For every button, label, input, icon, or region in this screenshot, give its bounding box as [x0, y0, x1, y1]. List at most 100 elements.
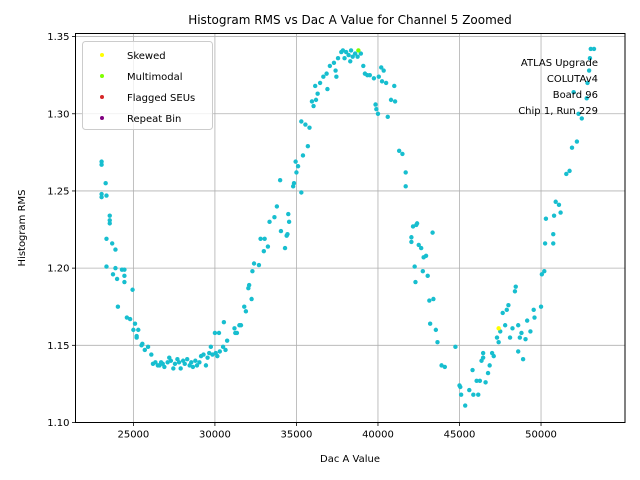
y-tick-label: 1.25 [47, 186, 69, 197]
data-point-normal [396, 148, 402, 154]
data-point-normal [113, 265, 118, 271]
data-point-normal [312, 83, 318, 89]
data-point-normal [367, 72, 373, 78]
data-point-normal [104, 236, 109, 242]
data-point-normal [442, 364, 448, 370]
data-point-normal [412, 264, 417, 269]
data-point-normal [285, 231, 290, 237]
data-point-normal [205, 355, 210, 360]
legend-label-skewed: Skewed [127, 51, 166, 62]
data-point-normal [513, 284, 518, 289]
x-tick-label: 35000 [281, 430, 313, 441]
data-point-normal [303, 122, 308, 127]
data-point-normal [543, 216, 549, 221]
annotation-block: ATLAS Upgrade COLUTAv4 Board 96 Chip 1, … [518, 58, 598, 117]
data-point-skewed [496, 326, 501, 331]
x-tick-label: 25000 [117, 430, 149, 441]
data-point-normal [403, 170, 408, 175]
data-point-normal [251, 261, 257, 266]
data-point-normal [99, 191, 104, 197]
y-tick-label: 1.20 [47, 264, 69, 275]
data-point-normal [381, 68, 386, 73]
data-point-normal [140, 341, 145, 346]
data-point-normal [591, 46, 597, 52]
data-point-normal [176, 360, 182, 365]
legend-marker-skewed [100, 53, 104, 57]
data-point-normal [579, 116, 584, 121]
x-tick-label: 40000 [362, 430, 394, 441]
data-point-normal [542, 269, 547, 274]
data-point-normal [569, 145, 575, 150]
data-point-normal [388, 97, 394, 103]
data-point-normal [453, 344, 458, 350]
data-point-normal [416, 242, 421, 248]
data-point-normal [197, 360, 202, 365]
data-point-normal [293, 159, 298, 164]
data-point-normal [274, 204, 280, 209]
data-point-normal [350, 54, 355, 59]
data-point-normal [265, 244, 271, 249]
data-point-normal [234, 330, 240, 336]
data-point-normal [122, 273, 127, 279]
data-point-normal [331, 60, 337, 66]
data-point-normal [392, 99, 398, 104]
data-point-normal [361, 63, 366, 69]
data-point-normal [504, 307, 509, 313]
data-point-normal [242, 304, 247, 309]
y-axis-ticks: 1.10 1.15 1.20 1.25 1.30 1.35 [47, 32, 76, 429]
data-point-normal [418, 245, 424, 251]
data-point-normal [104, 193, 109, 198]
grid [75, 33, 625, 423]
x-tick-label: 30000 [199, 430, 231, 441]
data-point-normal [355, 54, 360, 59]
data-point-normal [485, 370, 491, 376]
data-point-normal [494, 335, 500, 340]
data-point-normal [103, 181, 108, 186]
data-point-normal [502, 323, 508, 328]
data-point-normal [528, 329, 533, 334]
data-point-normal [358, 51, 364, 56]
data-point-normal [132, 321, 138, 326]
data-point-normal [258, 236, 263, 242]
data-point-normal [243, 309, 249, 314]
data-point-normal [352, 51, 358, 56]
data-point-normal [171, 366, 176, 371]
data-point-normal [463, 403, 468, 408]
data-point-normal [223, 347, 228, 353]
data-point-normal [278, 228, 284, 234]
legend-label-flagged-seus: Flagged SEUs [127, 93, 195, 104]
data-point-normal [131, 327, 136, 333]
data-point-normal [216, 330, 222, 336]
data-point-normal [564, 171, 569, 177]
data-point-normal [470, 367, 475, 373]
annotation-line-2: COLUTAv4 [547, 74, 598, 85]
data-points [99, 46, 597, 408]
data-point-normal [162, 364, 167, 370]
data-point-normal [153, 360, 158, 365]
data-point-normal [189, 360, 194, 365]
data-point-normal [409, 235, 414, 240]
data-point-normal [551, 241, 556, 246]
data-point-normal [277, 177, 283, 183]
y-tick-label: 1.10 [47, 418, 69, 429]
data-point-normal [571, 89, 576, 95]
y-tick-label: 1.15 [47, 341, 69, 352]
data-point-normal [224, 338, 230, 343]
data-point-normal [134, 335, 139, 340]
data-point-normal [215, 353, 220, 359]
annotation-line-1: ATLAS Upgrade [521, 58, 598, 69]
y-tick-label: 1.30 [47, 109, 69, 120]
data-point-normal [113, 247, 118, 252]
data-point-normal [286, 211, 291, 217]
data-point-normal [476, 392, 481, 397]
data-point-normal [238, 323, 244, 328]
data-point-normal [178, 366, 183, 371]
data-point-normal [221, 319, 227, 325]
data-point-normal [294, 170, 299, 175]
x-axis-label: Dac A Value [320, 454, 380, 465]
data-point-normal [474, 378, 479, 384]
data-point-normal [376, 74, 381, 79]
data-point-normal [584, 96, 589, 101]
data-point-normal [385, 114, 390, 120]
